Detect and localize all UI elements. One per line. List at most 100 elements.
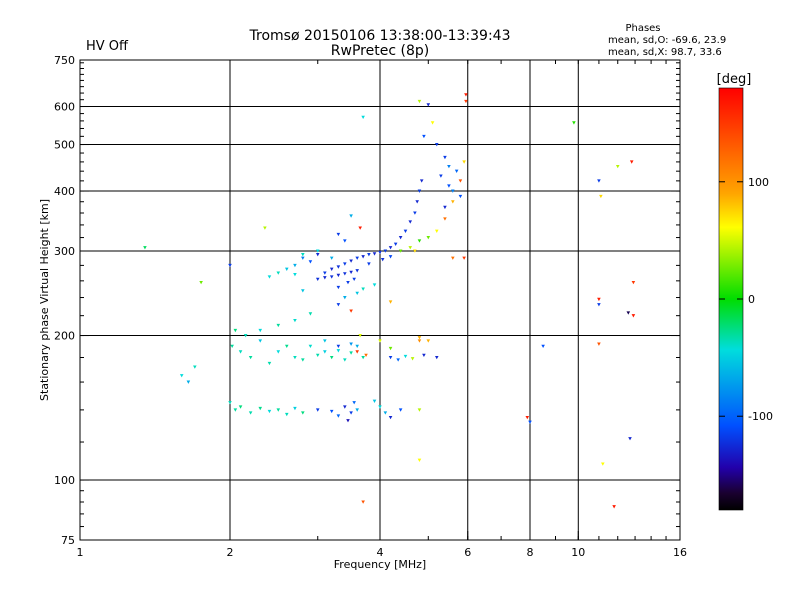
data-point xyxy=(380,258,385,262)
data-point xyxy=(419,179,424,183)
x-tick-label: 16 xyxy=(673,546,687,559)
data-point xyxy=(284,412,289,417)
data-point xyxy=(417,408,422,412)
data-point xyxy=(398,408,403,412)
y-tick-label: 200 xyxy=(54,330,75,343)
data-point xyxy=(336,344,341,349)
data-point xyxy=(378,405,382,409)
data-point xyxy=(258,406,263,411)
data-point xyxy=(443,217,447,221)
data-point xyxy=(355,408,359,412)
data-point xyxy=(301,358,305,362)
scatter-points xyxy=(143,93,636,509)
data-point xyxy=(336,303,341,307)
data-point xyxy=(248,355,253,360)
data-point xyxy=(422,353,426,357)
data-point xyxy=(329,256,334,260)
data-point xyxy=(308,312,313,316)
data-point xyxy=(233,408,238,412)
x-tick-label: 2 xyxy=(227,546,234,559)
data-point xyxy=(349,411,353,415)
data-point xyxy=(631,280,636,285)
data-point xyxy=(413,211,417,215)
data-point xyxy=(276,408,281,412)
data-point xyxy=(267,409,272,414)
data-point xyxy=(458,179,463,183)
y-tick-label: 400 xyxy=(54,185,75,198)
data-point xyxy=(393,242,398,246)
x-tick-label: 6 xyxy=(464,546,471,559)
data-point xyxy=(413,249,417,253)
data-point xyxy=(349,342,353,346)
data-point xyxy=(378,250,382,255)
data-point xyxy=(263,226,267,230)
data-point xyxy=(378,339,382,343)
data-point xyxy=(293,318,297,323)
data-point xyxy=(323,350,327,354)
axis-ticks: 1 2 4 6 8 10 16 75 100 200 300 400 500 600 750 xyxy=(54,54,687,559)
data-point xyxy=(361,355,365,360)
data-point xyxy=(343,296,347,300)
data-point xyxy=(367,253,371,257)
y-tick-label: 75 xyxy=(61,534,75,547)
data-point xyxy=(346,280,350,285)
data-point xyxy=(396,358,400,362)
data-point xyxy=(597,303,601,307)
data-point xyxy=(388,346,393,351)
data-point xyxy=(597,297,601,302)
data-point xyxy=(346,419,350,423)
y-tick-label: 600 xyxy=(54,101,75,114)
data-point xyxy=(358,334,362,338)
data-point xyxy=(398,249,403,253)
data-point xyxy=(343,405,347,409)
data-point xyxy=(443,205,447,210)
data-point xyxy=(355,291,359,296)
chart-subtitle: RwPretec (8p) xyxy=(331,43,429,59)
data-point xyxy=(629,160,634,164)
data-point xyxy=(323,276,327,280)
phase-stats-title: Phases xyxy=(625,23,660,34)
data-point xyxy=(434,229,439,233)
data-point xyxy=(426,236,431,240)
data-point xyxy=(336,273,341,278)
data-point xyxy=(408,220,413,224)
data-point xyxy=(447,184,451,188)
data-point xyxy=(315,253,320,257)
data-point xyxy=(434,143,439,147)
data-point xyxy=(415,200,419,204)
data-point xyxy=(388,300,393,304)
data-point xyxy=(193,365,197,369)
data-point xyxy=(258,339,263,343)
data-point xyxy=(343,239,347,243)
data-point xyxy=(355,269,359,273)
data-point xyxy=(276,323,281,328)
data-point xyxy=(355,256,359,260)
data-point xyxy=(417,189,422,193)
data-point xyxy=(628,437,632,441)
data-point xyxy=(230,344,234,349)
data-point xyxy=(372,283,377,287)
data-point xyxy=(276,350,281,354)
data-point xyxy=(451,189,455,193)
data-point xyxy=(343,358,347,362)
data-point xyxy=(458,194,463,199)
x-tick-label: 8 xyxy=(527,546,534,559)
data-point xyxy=(355,344,359,349)
data-point xyxy=(364,353,368,357)
chart-title: Tromsø 20150106 13:38:00-13:39:43 xyxy=(249,28,511,44)
data-point xyxy=(597,179,601,183)
data-point xyxy=(462,160,466,164)
colorbar-tick-label: 100 xyxy=(748,176,769,189)
data-point xyxy=(367,262,371,266)
x-tick-label: 4 xyxy=(377,546,384,559)
data-point xyxy=(238,350,243,354)
data-point xyxy=(293,406,297,411)
data-point xyxy=(284,344,289,349)
y-tick-label: 100 xyxy=(54,474,75,487)
colorbar: [deg] 100 0 -100 xyxy=(717,72,773,511)
data-point xyxy=(361,287,365,291)
data-point xyxy=(308,344,313,349)
data-point xyxy=(343,262,347,266)
data-point xyxy=(451,200,455,204)
data-point xyxy=(612,505,616,509)
